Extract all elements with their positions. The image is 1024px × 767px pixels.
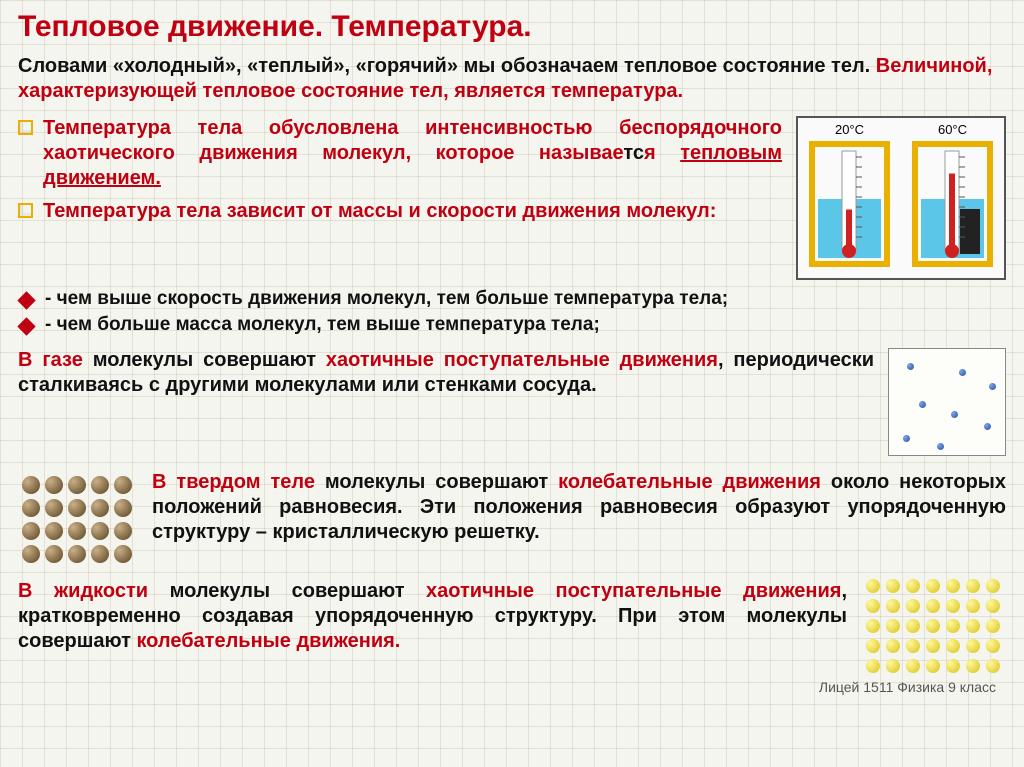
footer-text: Лицей 1511 Физика 9 класс [18,679,1006,695]
bullet-group-1: Температура тела обусловлена интенсивнос… [18,116,782,232]
liquid-figure [861,579,1006,675]
solid-paragraph: В твердом теле молекулы совершают колеба… [152,470,1006,545]
gas-paragraph: В газе молекулы совершают хаотичные пост… [18,348,874,398]
liquid-paragraph: В жидкости молекулы совершают хаотичные … [18,579,847,654]
page-title: Тепловое движение. Температура. [18,10,1006,44]
bullet-group-2: - чем выше скорость движения молекул, те… [18,288,1006,336]
thermometer-figure: 20°С60°С [796,116,1006,280]
gas-figure [888,348,1006,456]
intro-paragraph: Словами «холодный», «теплый», «горячий» … [18,54,1006,104]
solid-figure [18,470,138,565]
